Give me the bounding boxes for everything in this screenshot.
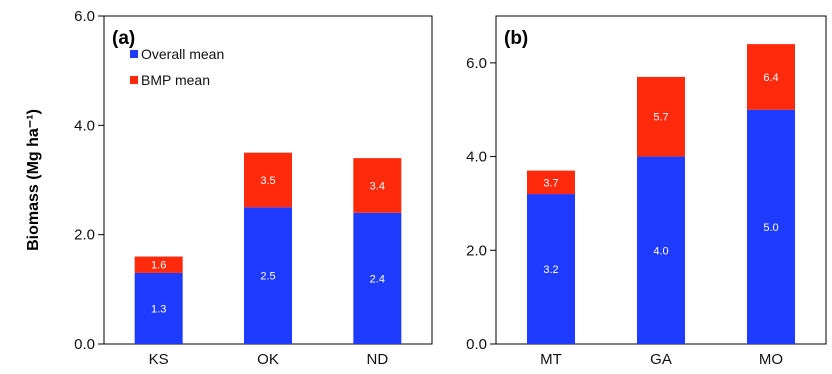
bar-overall-ga: [637, 156, 685, 344]
bar-overall-label: 5.0: [763, 222, 778, 234]
y-tick-label: 4.0: [74, 117, 95, 134]
y-tick-label: 2.0: [466, 242, 487, 259]
x-tick-label: OK: [257, 351, 279, 368]
x-tick-label: MO: [759, 351, 783, 368]
x-tick-label: GA: [650, 351, 672, 368]
y-tick-label: 4.0: [466, 149, 487, 166]
x-tick-label: MT: [540, 351, 562, 368]
x-tick-label: KS: [149, 351, 169, 368]
bar-overall-label: 3.2: [543, 264, 558, 276]
bar-overall-label: 1.3: [151, 303, 166, 315]
bar-overall-mt: [527, 194, 575, 344]
bar-overall-label: 2.4: [370, 273, 385, 285]
panel-b-chart: 0.0 2.0 4.0 6.0 3.2 3.7 MT 4.0 5.7 GA 5.0 6.4 MO (b): [466, 15, 827, 368]
y-tick-label: 0.0: [74, 336, 95, 353]
y-tick-label: 2.0: [74, 227, 95, 244]
bar-bmp-label: 5.7: [653, 112, 668, 124]
panel-label: (a): [112, 28, 135, 49]
x-tick-label: ND: [366, 351, 388, 368]
bar-bmp-nd: [353, 158, 402, 213]
bar-overall-ok: [244, 207, 292, 344]
y-tick-label: 6.0: [74, 8, 95, 25]
y-axis-label: Biomass (Mg ha⁻¹): [25, 109, 42, 251]
panel-label: (b): [504, 28, 528, 49]
bar-bmp-label: 3.5: [260, 175, 275, 187]
bar-overall-label: 4.0: [653, 245, 668, 257]
bar-bmp-ks: [134, 256, 183, 273]
bar-overall-label: 2.5: [260, 271, 275, 283]
bar-overall-mo: [747, 109, 795, 344]
bar-bmp-mo: [747, 44, 795, 110]
bar-bmp-mt: [527, 170, 575, 195]
legend-label: BMP mean: [141, 72, 210, 88]
panel-a-chart: 0.0 2.0 4.0 6.0 1.3 1.6 KS 2.5 3.5 OK 2.4 3.4 ND (a) O…: [74, 8, 433, 368]
bar-overall-ks: [134, 272, 183, 344]
legend-swatch-bmp: [130, 76, 138, 84]
y-tick-label: 0.0: [466, 336, 487, 353]
bar-overall-nd: [353, 212, 402, 344]
bar-bmp-ga: [637, 76, 685, 157]
legend-label: Overall mean: [141, 46, 224, 62]
y-tick-label: 6.0: [466, 55, 487, 72]
bar-bmp-label: 1.6: [151, 260, 166, 272]
bar-bmp-ok: [244, 152, 292, 208]
legend-swatch-overall: [130, 50, 138, 58]
bar-bmp-label: 3.7: [543, 177, 558, 189]
bar-bmp-label: 6.4: [763, 72, 778, 84]
bar-bmp-label: 3.4: [370, 180, 385, 192]
